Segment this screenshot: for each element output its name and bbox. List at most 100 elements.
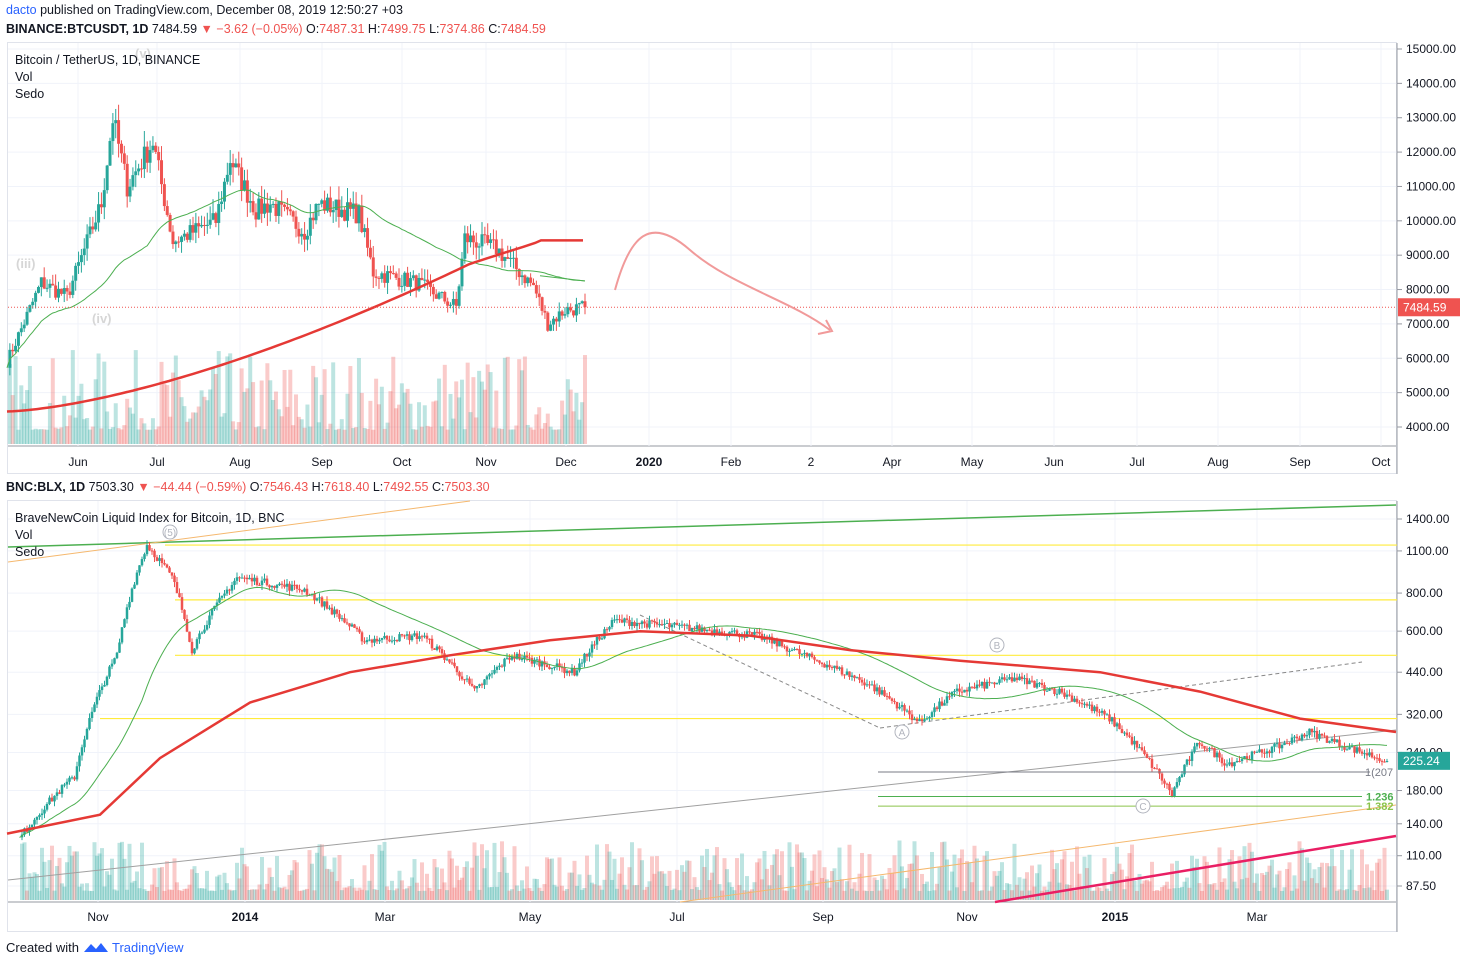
bottom-volume-bar [1375, 862, 1379, 900]
top-volume-bar [73, 417, 78, 444]
bottom-volume-bar [822, 867, 827, 900]
bottom-volume-bar [1212, 883, 1217, 900]
bottom-candle [155, 557, 159, 561]
top-volume-bar [445, 429, 450, 444]
bottom-volume-bar [640, 860, 644, 900]
top-volume-bar [271, 399, 276, 444]
top-legend-title[interactable]: Bitcoin / TetherUS, 1D, BINANCE [15, 53, 201, 67]
top-candle [234, 163, 238, 168]
top-candle [108, 141, 112, 166]
bottom-candle [263, 578, 266, 581]
bottom-candle [653, 620, 656, 623]
top-candle [380, 273, 384, 279]
bottom-volume-bar [790, 866, 794, 900]
bottom-legend-sedo[interactable]: Sedo [15, 545, 45, 559]
bottom-volume-bar [795, 844, 799, 900]
top-y-tick-label: 11000.00 [1406, 179, 1455, 193]
bottom-candle [640, 621, 644, 625]
top-candle [240, 167, 244, 191]
top-volume-bar [122, 425, 127, 444]
bottom-volume-bar [1120, 869, 1124, 900]
bottom-volume-bar [295, 862, 299, 900]
top-legend-sedo[interactable]: Sedo [15, 87, 45, 101]
bottom-volume-bar [895, 890, 899, 900]
top-chart-svg[interactable]: 15000.0014000.0013000.0012000.0011000.00… [0, 0, 1470, 480]
tradingview-logo-icon[interactable] [83, 940, 112, 955]
bottom-volume-bar [602, 879, 607, 900]
bottom-y-tick-label: 110.00 [1406, 849, 1442, 863]
top-volume-bar [42, 429, 47, 444]
top-volume-bar [119, 429, 124, 444]
top-candle [36, 287, 40, 293]
bottom-volume-bar [772, 854, 777, 900]
bottom-volume-bar [347, 886, 352, 900]
bottom-volume-bar [147, 890, 152, 900]
bottom-upper-trendline [7, 504, 1397, 548]
bottom-volume-bar [497, 872, 502, 900]
bottom-candle [1178, 777, 1181, 783]
bottom-volume-bar [250, 889, 254, 900]
bottom-candle [538, 659, 541, 667]
top-volume-bar [79, 383, 84, 444]
bottom-candle [288, 583, 291, 591]
bottom-candle [403, 635, 406, 637]
top-volume-bar [419, 426, 424, 444]
tradingview-link[interactable]: TradingView [112, 940, 184, 955]
top-candle [563, 314, 567, 316]
bottom-volume-bar [515, 885, 519, 900]
bottom-volume-bar [625, 889, 629, 900]
top-candle [531, 282, 535, 286]
bottom-candle [803, 652, 806, 654]
top-volume-bar [242, 391, 247, 444]
top-volume-bar [394, 408, 399, 444]
bottom-volume-bar [325, 868, 329, 900]
bottom-volume-bar [1090, 890, 1094, 900]
bottom-volume-bar [662, 873, 667, 900]
top-volume-bar [67, 415, 72, 444]
top-candle [511, 257, 515, 259]
bottom-candle [38, 815, 41, 818]
bottom-candle [153, 550, 156, 558]
top-candle [91, 226, 95, 230]
bottom-volume-bar [995, 875, 999, 900]
bottom-volume-bar [550, 858, 554, 900]
top-volume-bar [205, 400, 210, 444]
bottom-volume-bar [285, 889, 289, 900]
bottom-legend-title[interactable]: BraveNewCoin Liquid Index for Bitcoin, 1… [15, 511, 285, 525]
author-link[interactable]: dacto [6, 3, 37, 17]
bottom-high: 7618.40 [324, 480, 370, 494]
bottom-volume-bar [382, 842, 387, 900]
bottom-candle [1268, 751, 1271, 754]
bottom-candle [1383, 761, 1386, 763]
bottom-candle [1165, 783, 1169, 785]
bottom-volume-bar [1122, 889, 1127, 900]
bottom-candle [630, 622, 634, 627]
bottom-candle [505, 657, 509, 659]
top-candle [160, 160, 164, 185]
bottom-candle [1088, 704, 1091, 706]
bottom-candle [948, 696, 951, 698]
bottom-candle [1095, 706, 1099, 712]
bottom-volume-bar [1110, 874, 1114, 900]
top-candle [71, 280, 75, 295]
bottom-x-tick-label: May [519, 910, 542, 924]
bottom-volume-bar [605, 844, 609, 900]
top-legend-vol[interactable]: Vol [15, 70, 33, 84]
top-candle [383, 273, 387, 283]
bottom-symbol[interactable]: BNC:BLX, 1D [6, 480, 86, 494]
bottom-legend-vol[interactable]: Vol [15, 528, 33, 542]
top-candle [274, 203, 278, 216]
top-symbol[interactable]: BINANCE:BTCUSDT, 1D [6, 22, 149, 36]
bottom-volume-bar [462, 866, 467, 900]
bottom-candle [933, 707, 936, 713]
bottom-candle [1055, 693, 1059, 695]
bottom-candle [480, 684, 484, 686]
bottom-candle [925, 718, 929, 720]
bottom-candle [440, 649, 444, 654]
bottom-volume-bar [107, 874, 112, 900]
top-volume-bar [365, 429, 370, 444]
bottom-candle [970, 686, 974, 688]
bottom-volume-bar [797, 852, 802, 900]
bottom-volume-bar [227, 889, 232, 900]
